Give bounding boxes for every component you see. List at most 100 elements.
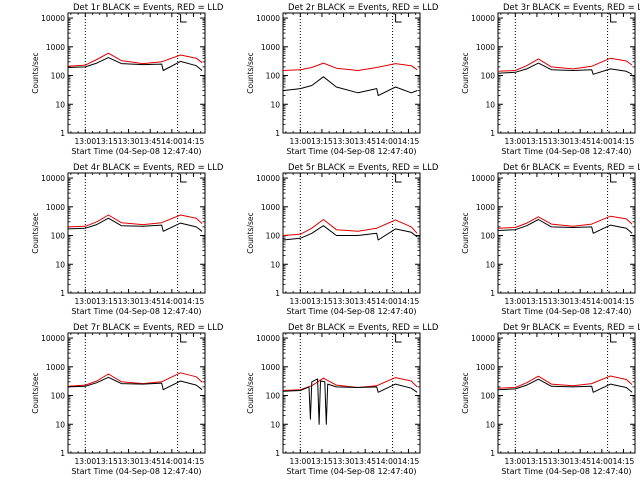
y-tick-label: 10000	[41, 334, 65, 343]
y-axis-label: Counts/sec	[461, 52, 470, 93]
x-tick-label: 13:30	[333, 297, 355, 306]
x-tick-label: 14:00	[376, 137, 398, 146]
x-tick-label: 13:45	[139, 137, 161, 146]
x-tick-label: 13:30	[333, 137, 355, 146]
x-axis-label: Start Time (04-Sep-08 12:47:40)	[501, 147, 631, 156]
x-tick-label: 14:15	[398, 457, 420, 466]
y-tick-label: 1	[490, 449, 495, 458]
panel-title: Det 9r BLACK = Events, RED = LLD	[503, 323, 640, 333]
interval-bracket	[180, 334, 187, 343]
y-tick-label: 100	[481, 232, 496, 241]
x-tick-label: 14:15	[613, 457, 635, 466]
x-tick-label: 13:15	[311, 457, 333, 466]
panel-title: Det 7r BLACK = Events, RED = LLD	[73, 323, 224, 333]
y-tick-label: 10	[55, 260, 65, 269]
series-events-line	[497, 62, 633, 75]
panel-title: Det 3r BLACK = Events, RED = LLD	[503, 3, 640, 13]
x-tick-label: 13:45	[569, 137, 591, 146]
x-tick-label: 13:15	[526, 457, 548, 466]
y-tick-label: 100	[51, 72, 66, 81]
panel-title: Det 8r BLACK = Events, RED = LLD	[288, 323, 439, 333]
x-axis-label: Start Time (04-Sep-08 12:47:40)	[501, 467, 631, 476]
x-axis-label: Start Time (04-Sep-08 12:47:40)	[286, 147, 416, 156]
y-tick-label: 10000	[41, 174, 65, 183]
x-tick-label: 14:15	[183, 297, 205, 306]
y-tick-label: 1	[275, 129, 280, 138]
y-tick-label: 1	[275, 289, 280, 298]
series-events-line	[282, 378, 418, 425]
plot-frame	[282, 172, 421, 294]
series-lld-line	[282, 219, 418, 236]
panel-det-9: Det 9r BLACK = Events, RED = LLD 1 10 100 10…	[461, 323, 640, 476]
panel-det-5: Det 5r BLACK = Events, RED = LLD 1 10 100 10…	[246, 163, 439, 316]
x-tick-label: 13:00	[504, 297, 526, 306]
series-lld-line	[67, 214, 203, 228]
panel-det-6: Det 6r BLACK = Events, RED = LLD 1 10 100 10…	[461, 163, 640, 316]
y-tick-label: 1000	[261, 363, 280, 372]
y-tick-label: 10000	[471, 14, 495, 23]
x-tick-label: 13:30	[118, 137, 140, 146]
y-tick-label: 10	[270, 260, 280, 269]
x-tick-label: 13:15	[311, 137, 333, 146]
x-tick-label: 13:00	[504, 457, 526, 466]
y-axis-label: Counts/sec	[31, 212, 40, 253]
plot-frame	[67, 12, 206, 134]
panel-det-3: Det 3r BLACK = Events, RED = LLD 1 10 100 10…	[461, 3, 640, 156]
x-axis-label: Start Time (04-Sep-08 12:47:40)	[286, 467, 416, 476]
plot-frame	[497, 172, 636, 294]
x-tick-label: 14:15	[398, 297, 420, 306]
x-tick-label: 13:00	[504, 137, 526, 146]
x-tick-label: 13:00	[74, 297, 96, 306]
x-tick-label: 13:45	[139, 297, 161, 306]
y-tick-label: 1	[60, 129, 65, 138]
panel-det-2: Det 2r BLACK = Events, RED = LLD 1 10 100 10…	[246, 3, 439, 156]
y-tick-label: 100	[481, 392, 496, 401]
y-tick-label: 10000	[41, 14, 65, 23]
x-tick-label: 14:15	[183, 137, 205, 146]
y-tick-label: 1000	[46, 43, 65, 52]
series-lld-line	[282, 62, 418, 71]
x-tick-label: 13:15	[96, 137, 118, 146]
x-tick-label: 14:00	[161, 137, 183, 146]
y-tick-label: 10000	[256, 14, 280, 23]
y-tick-label: 1	[60, 289, 65, 298]
y-axis-label: Counts/sec	[31, 52, 40, 93]
x-axis-label: Start Time (04-Sep-08 12:47:40)	[71, 467, 201, 476]
y-tick-label: 10	[270, 100, 280, 109]
series-lld-line	[497, 375, 633, 389]
x-tick-label: 13:15	[96, 297, 118, 306]
y-tick-label: 100	[481, 72, 496, 81]
x-tick-label: 13:45	[569, 297, 591, 306]
x-tick-label: 13:45	[354, 457, 376, 466]
interval-bracket	[180, 14, 187, 23]
y-axis-label: Counts/sec	[461, 212, 470, 253]
panel-det-4: Det 4r BLACK = Events, RED = LLD 1 10 100 10…	[31, 163, 224, 316]
y-axis-label: Counts/sec	[246, 52, 255, 93]
y-tick-label: 100	[51, 232, 66, 241]
x-axis-label: Start Time (04-Sep-08 12:47:40)	[501, 307, 631, 316]
x-tick-label: 14:00	[591, 297, 613, 306]
plot-frame	[67, 332, 206, 454]
y-axis-label: Counts/sec	[246, 212, 255, 253]
x-tick-label: 14:15	[613, 297, 635, 306]
panel-title: Det 5r BLACK = Events, RED = LLD	[288, 163, 439, 173]
y-tick-label: 10	[55, 420, 65, 429]
series-lld-line	[497, 215, 633, 229]
plot-frame	[497, 12, 636, 134]
x-tick-label: 13:15	[96, 457, 118, 466]
interval-bracket	[395, 334, 402, 343]
panel-det-7: Det 7r BLACK = Events, RED = LLD 1 10 100 10…	[31, 323, 224, 476]
y-tick-label: 10000	[256, 174, 280, 183]
panel-title: Det 4r BLACK = Events, RED = LLD	[73, 163, 224, 173]
series-events-line	[497, 219, 633, 234]
y-tick-label: 1000	[46, 363, 65, 372]
x-tick-label: 13:45	[354, 297, 376, 306]
x-tick-label: 13:30	[333, 457, 355, 466]
y-tick-label: 10	[55, 100, 65, 109]
x-tick-label: 13:30	[548, 457, 570, 466]
y-tick-label: 10	[485, 260, 495, 269]
x-tick-label: 13:15	[526, 137, 548, 146]
series-events-line	[67, 376, 203, 391]
x-tick-label: 13:00	[74, 457, 96, 466]
